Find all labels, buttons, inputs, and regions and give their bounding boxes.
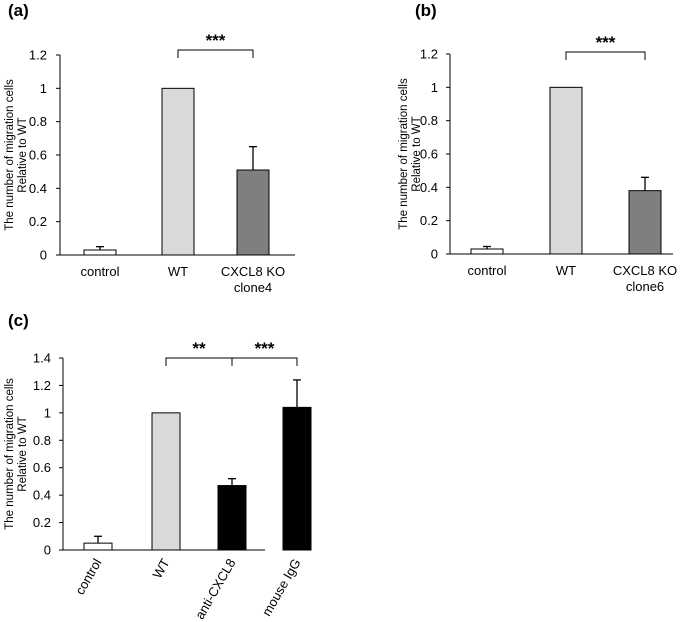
bar (282, 406, 312, 551)
chart-panel-b: (b) The number of migration cellsRelative… (398, 1, 677, 294)
y-axis-title-line: The number of migration cells (4, 79, 16, 231)
y-axis-title-line: Relative to WT (411, 116, 423, 191)
category-label: anti-CXCL8 (192, 556, 239, 622)
y-tick-label: 0 (44, 543, 51, 558)
category-label: control (80, 264, 119, 279)
y-tick-label: 0 (40, 248, 47, 263)
y-tick-label: 0 (431, 247, 438, 262)
y-tick-label: 0.6 (29, 148, 47, 163)
panel-label: (a) (8, 1, 29, 20)
category-label: WT (168, 264, 188, 279)
y-tick-label: 0.4 (33, 488, 51, 503)
y-tick-label: 0.8 (33, 433, 51, 448)
significance-bracket (231, 357, 298, 366)
significance-label: ** (192, 339, 206, 358)
chart-panel-c: (c) The number of migration cellsRelative… (4, 311, 312, 622)
y-axis-title-line: Relative to WT (17, 416, 29, 491)
y-tick-label: 1.4 (33, 351, 51, 366)
y-axis-title-line: Relative to WT (17, 117, 29, 192)
y-tick-label: 0.6 (420, 147, 438, 162)
category-label: mouse IgG (259, 556, 304, 619)
y-tick-label: 1 (44, 405, 51, 420)
y-tick-label: 0.2 (420, 213, 438, 228)
bar (83, 249, 117, 256)
category-label: control (72, 556, 105, 597)
y-tick-label: 0.4 (420, 180, 438, 195)
significance-bracket (177, 49, 254, 58)
bar (217, 485, 247, 551)
y-tick-label: 1 (431, 80, 438, 95)
category-label: CXCL8 KO (613, 263, 677, 278)
y-tick-label: 0.2 (33, 515, 51, 530)
category-label: WT (149, 556, 172, 581)
y-tick-label: 1 (40, 81, 47, 96)
category-label: clone6 (626, 279, 664, 294)
bar (83, 542, 113, 551)
y-tick-label: 0.8 (420, 113, 438, 128)
category-label: CXCL8 KO (221, 264, 285, 279)
y-tick-label: 1.2 (29, 48, 47, 63)
y-axis-title: The number of migration cellsRelative to… (4, 79, 29, 231)
significance-bracket (565, 51, 646, 60)
panel-label: (c) (8, 311, 29, 330)
category-label: clone4 (234, 280, 272, 295)
panel-label: (b) (415, 1, 437, 20)
y-axis-title-line: The number of migration cells (398, 78, 410, 230)
bar (628, 190, 662, 255)
chart-panel-a: (a) The number of migration cellsRelative… (4, 1, 295, 295)
bar (470, 248, 504, 255)
category-label: control (467, 263, 506, 278)
bar (549, 86, 583, 255)
y-tick-label: 0.8 (29, 114, 47, 129)
y-axis-title: The number of migration cellsRelative to… (398, 78, 423, 230)
y-tick-label: 1.2 (420, 47, 438, 62)
bar (151, 412, 181, 551)
bar (161, 87, 195, 256)
significance-label: *** (255, 339, 275, 358)
y-axis-title-line: The number of migration cells (4, 378, 16, 530)
category-label: WT (556, 263, 576, 278)
y-tick-label: 0.4 (29, 181, 47, 196)
y-tick-label: 1.2 (33, 378, 51, 393)
y-tick-label: 0.6 (33, 460, 51, 475)
significance-label: *** (206, 31, 226, 50)
significance-label: *** (596, 33, 616, 52)
y-axis-title: The number of migration cellsRelative to… (4, 378, 29, 530)
bar (236, 169, 270, 256)
significance-bracket (165, 357, 233, 366)
y-tick-label: 0.2 (29, 214, 47, 229)
